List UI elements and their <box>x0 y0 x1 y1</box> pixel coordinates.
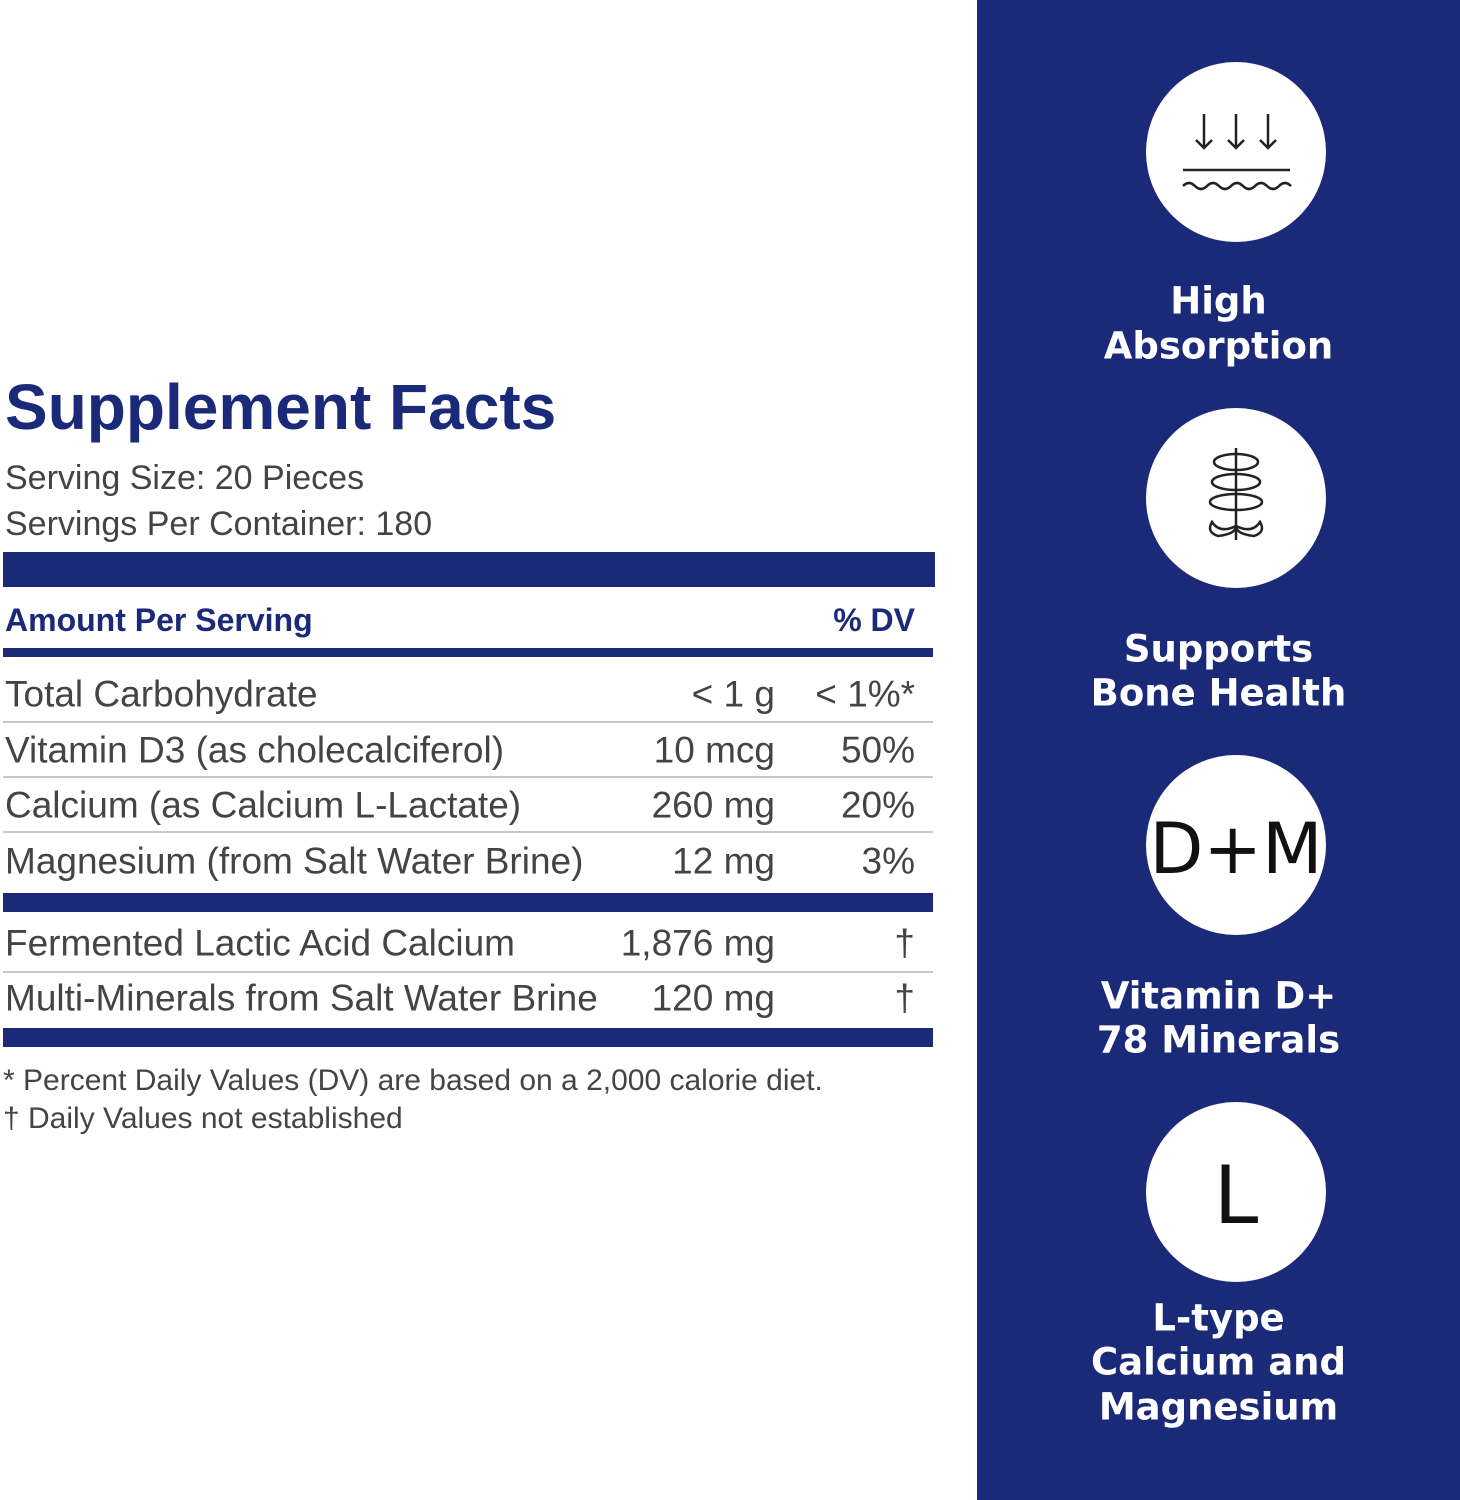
nutrient-dv: < 1%* <box>815 673 915 715</box>
row-separator <box>3 971 933 973</box>
nutrient-dv: 3% <box>861 840 915 882</box>
feature-label: Calcium and <box>1091 1340 1346 1384</box>
nutrient-amount: 12 mg <box>672 840 775 882</box>
nutrient-name: Magnesium (from Salt Water Brine) <box>5 840 584 882</box>
nutrient-amount: 120 mg <box>651 977 775 1019</box>
feature-label: Absorption <box>1103 324 1334 368</box>
title: Supplement Facts <box>5 371 557 443</box>
nutrient-amount: 260 mg <box>651 784 775 826</box>
row-separator <box>3 776 933 778</box>
footnote: * Percent Daily Values (DV) are based on… <box>3 1064 823 1097</box>
nutrient-amount: 10 mcg <box>653 729 775 771</box>
header-amount: Amount Per Serving <box>5 602 313 638</box>
feature-label: 78 Minerals <box>1096 1018 1341 1062</box>
row-separator <box>3 831 933 833</box>
header-dv: % DV <box>833 602 915 638</box>
feature-label: Bone Health <box>1090 671 1347 715</box>
icon-text: L <box>1213 1149 1259 1242</box>
divider-bar <box>3 552 935 587</box>
nutrient-name: Fermented Lactic Acid Calcium <box>5 922 515 964</box>
divider-bar <box>3 1028 933 1047</box>
row-separator <box>3 721 933 723</box>
nutrient-name: Multi-Minerals from Salt Water Brine <box>5 977 598 1019</box>
servings-per-container: Servings Per Container: 180 <box>5 505 433 543</box>
nutrient-name: Total Carbohydrate <box>5 673 318 715</box>
divider-bar <box>3 648 933 657</box>
nutrient-dv: 20% <box>840 784 915 826</box>
nutrient-amount: < 1 g <box>691 673 775 715</box>
absorption-icon <box>1182 114 1292 191</box>
icon-text: D+M <box>1149 808 1323 890</box>
icon-circle <box>1146 62 1326 242</box>
icon-circle <box>1146 1102 1326 1282</box>
feature-label: High <box>1170 279 1267 323</box>
nutrient-name: Vitamin D3 (as cholecalciferol) <box>5 729 505 771</box>
serving-size: Serving Size: 20 Pieces <box>5 459 365 497</box>
nutrient-dv: † <box>894 922 915 964</box>
nutrient-name: Calcium (as Calcium L-Lactate) <box>5 784 522 826</box>
feature-label: L-type <box>1152 1296 1285 1340</box>
footnote: † Daily Values not established <box>3 1102 403 1135</box>
divider-bar <box>3 893 933 912</box>
nutrient-dv: 50% <box>840 729 915 771</box>
feature-label: Magnesium <box>1098 1385 1339 1429</box>
icon-circle <box>1146 755 1326 935</box>
bone-icon <box>1208 448 1264 540</box>
feature-label: Vitamin D+ <box>1100 974 1337 1018</box>
feature-label: Supports <box>1123 627 1314 671</box>
nutrient-amount: 1,876 mg <box>620 922 775 964</box>
nutrient-dv: † <box>894 977 915 1019</box>
